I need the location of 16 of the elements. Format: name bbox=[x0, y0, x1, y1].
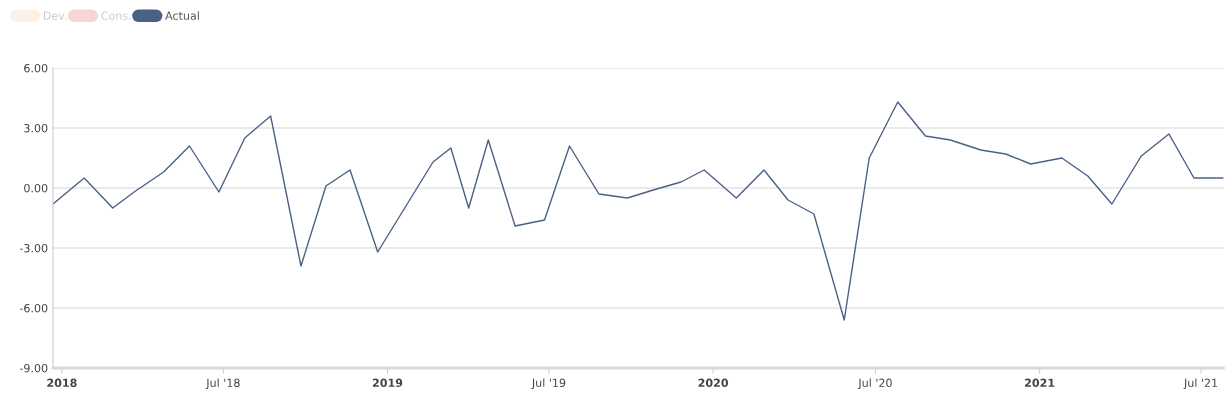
y-tick-label: -6.00 bbox=[19, 303, 48, 313]
y-tick-label: 0.00 bbox=[24, 183, 48, 193]
line-series bbox=[52, 101, 1224, 321]
x-tick-label: 2018 bbox=[47, 378, 77, 388]
legend-label: Actual bbox=[165, 11, 199, 20]
x-tick-label: Jul '21 bbox=[1183, 378, 1218, 390]
y-tick-label: -9.00 bbox=[19, 363, 48, 373]
y-tick-label: 6.00 bbox=[24, 63, 48, 73]
x-tick-label: Jul '20 bbox=[857, 378, 892, 390]
x-tick-label: 2020 bbox=[698, 378, 729, 388]
y-tick-label: 3.00 bbox=[24, 123, 48, 133]
y-tick-label: -3.00 bbox=[19, 243, 48, 253]
x-tick-label: 2019 bbox=[372, 378, 403, 388]
x-tick-label: Jul '19 bbox=[531, 378, 566, 390]
x-tick-label: Jul '18 bbox=[205, 378, 240, 390]
x-tick-label: 2021 bbox=[1025, 378, 1055, 388]
